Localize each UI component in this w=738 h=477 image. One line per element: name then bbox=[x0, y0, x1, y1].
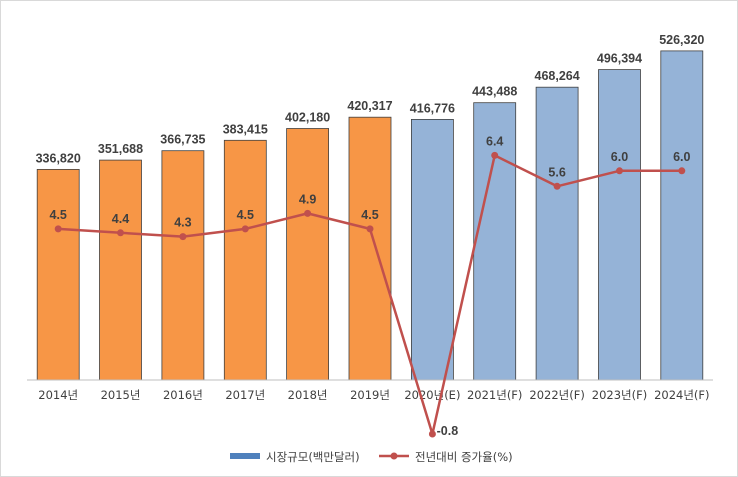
legend-line-marker bbox=[390, 452, 398, 460]
legend-bar-swatch bbox=[230, 453, 260, 459]
x-tick-label: 2021년(F) bbox=[467, 388, 522, 402]
line-point bbox=[553, 182, 561, 190]
bar bbox=[223, 139, 267, 381]
legend-line-label: 전년대비 증가율(%) bbox=[415, 450, 513, 464]
bar bbox=[598, 69, 641, 381]
bar bbox=[410, 119, 454, 381]
bar-value-label: 416,776 bbox=[410, 101, 455, 115]
bar bbox=[473, 102, 517, 381]
line-value-label: 6.4 bbox=[486, 134, 503, 148]
line-point bbox=[304, 209, 312, 217]
line-point bbox=[179, 233, 187, 241]
bar-value-label: 402,180 bbox=[285, 111, 330, 125]
bar bbox=[99, 159, 142, 381]
bar-value-label: 443,488 bbox=[472, 85, 517, 99]
bar-value-label: 468,264 bbox=[535, 69, 580, 83]
line-point bbox=[428, 430, 436, 438]
line-value-label: 4.5 bbox=[50, 208, 67, 222]
line-value-label: 4.5 bbox=[361, 208, 378, 222]
x-tick-label: 2018년 bbox=[288, 388, 328, 402]
bar-value-label: 351,688 bbox=[98, 142, 143, 156]
line-point bbox=[616, 167, 623, 175]
line-point bbox=[241, 225, 249, 233]
line-point bbox=[366, 225, 374, 233]
x-tick-label: 2022년(F) bbox=[529, 388, 584, 402]
bar-value-label: 366,735 bbox=[160, 133, 205, 147]
bar-value-label: 496,394 bbox=[597, 52, 642, 66]
bar bbox=[36, 168, 80, 381]
bar bbox=[535, 86, 579, 381]
line-value-label: 6.0 bbox=[611, 150, 628, 164]
line-point bbox=[491, 151, 499, 159]
bar bbox=[161, 150, 205, 381]
bar-value-label: 420,317 bbox=[347, 99, 392, 113]
bar-value-label: 526,320 bbox=[659, 33, 704, 47]
x-tick-label: 2016년 bbox=[163, 388, 203, 402]
bar bbox=[286, 128, 330, 381]
line-point bbox=[117, 229, 124, 237]
line-value-label: -0.8 bbox=[437, 424, 459, 438]
line-point bbox=[54, 225, 62, 233]
line-value-label: 5.6 bbox=[548, 165, 565, 179]
line-value-label: 6.0 bbox=[673, 150, 690, 164]
line-value-label: 4.9 bbox=[299, 192, 316, 206]
x-tick-label: 2023년(F) bbox=[592, 388, 647, 402]
legend: 시장규모(백만달러) 전년대비 증가율(%) bbox=[230, 450, 513, 464]
x-tick-label: 2015년 bbox=[101, 388, 141, 402]
bar-value-label: 336,820 bbox=[36, 151, 81, 165]
line-point bbox=[678, 167, 686, 175]
line-value-label: 4.5 bbox=[237, 208, 254, 222]
x-tick-label: 2024년(F) bbox=[654, 388, 709, 402]
bar-value-label: 383,415 bbox=[223, 122, 268, 136]
line-value-label: 4.3 bbox=[174, 216, 191, 230]
legend-bar-label: 시장규모(백만달러) bbox=[266, 450, 360, 464]
bar bbox=[660, 50, 704, 381]
line-value-label: 4.4 bbox=[112, 212, 129, 226]
bar bbox=[348, 116, 392, 381]
x-tick-label: 2020년(E) bbox=[404, 388, 460, 402]
x-tick-label: 2014년 bbox=[38, 388, 78, 402]
x-tick-label: 2019년 bbox=[350, 388, 390, 402]
x-tick-label: 2017년 bbox=[225, 388, 265, 402]
